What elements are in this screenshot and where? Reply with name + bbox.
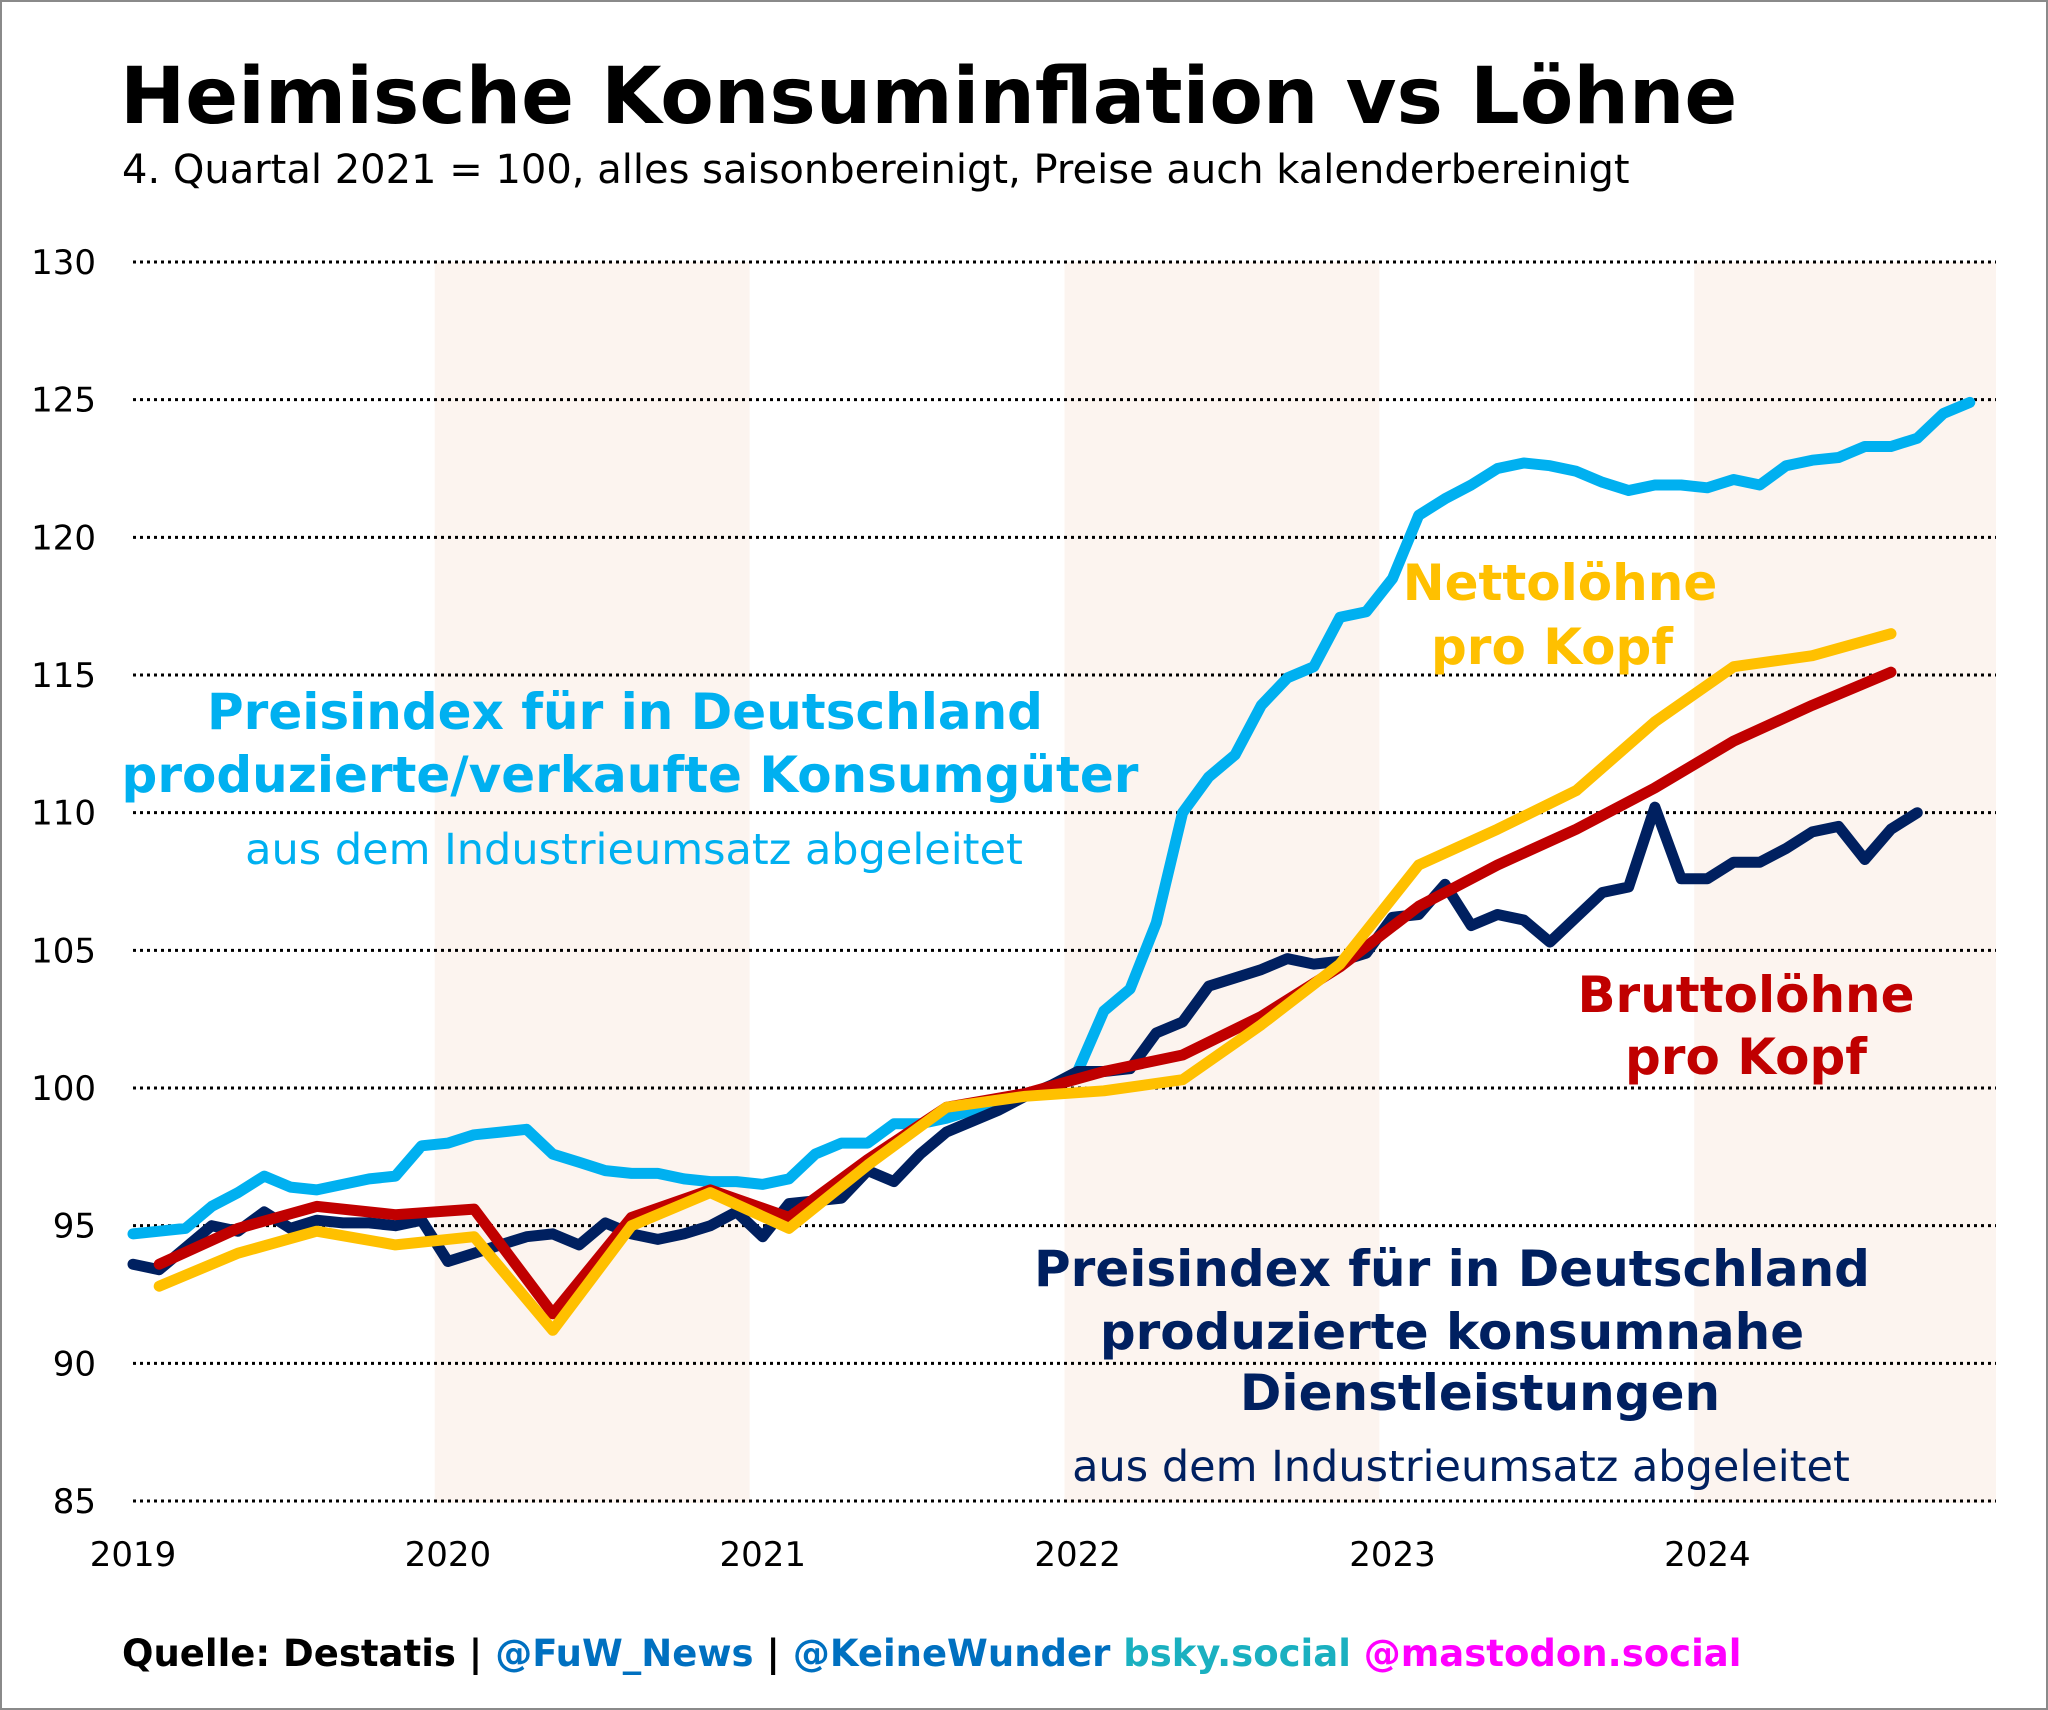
twitter-handle-fuw[interactable]: @FuW_News (495, 1632, 754, 1675)
annotation-net-wages-line2: pro Kopf (1431, 618, 1674, 676)
y-tick-label: 95 (53, 1207, 96, 1247)
x-tick-label: 2022 (1034, 1535, 1121, 1575)
annotation-consumer-goods: Preisindex für in Deutschland produziert… (122, 683, 1139, 875)
series-line-net-wages (153, 628, 1897, 1336)
y-tick-label: 110 (31, 794, 96, 834)
separator: | (753, 1632, 793, 1675)
annotation-services-line3: Dienstleistungen (1240, 1364, 1720, 1422)
shaded-year-2024 (1694, 262, 1996, 1503)
annotation-consumer-goods-line1: Preisindex für in Deutschland (207, 683, 1043, 741)
y-tick-label: 90 (53, 1344, 96, 1384)
y-tick-label: 125 (31, 381, 96, 421)
annotation-services-note: aus dem Industrieumsatz abgeleitet (1072, 1442, 1850, 1492)
annotation-net-wages: Nettolöhne pro Kopf (1403, 554, 1718, 676)
y-tick-label: 120 (31, 518, 96, 558)
y-tick-label: 130 (31, 243, 96, 283)
mastodon-link[interactable]: @mastodon.social (1350, 1632, 1742, 1675)
shaded-year-2020 (434, 262, 750, 1503)
annotation-net-wages-line1: Nettolöhne (1403, 554, 1718, 612)
x-tick-label: 2020 (405, 1535, 492, 1575)
shaded-year-2022 (1064, 262, 1380, 1503)
series-lines (127, 396, 1976, 1336)
x-tick-label: 2019 (90, 1535, 177, 1575)
year-shading (434, 262, 1996, 1503)
footer-credits: Quelle: Destatis | @FuW_News | @KeineWun… (122, 1632, 1741, 1675)
x-axis-ticks: 2019 2020 2021 2022 2023 2024 (90, 1535, 1751, 1575)
y-axis-ticks: 130 125 120 115 110 105 100 95 90 85 (31, 243, 96, 1522)
bsky-link[interactable]: bsky.social (1110, 1632, 1351, 1675)
annotation-gross-wages-line2: pro Kopf (1625, 1028, 1868, 1086)
annotation-consumer-goods-note: aus dem Industrieumsatz abgeleitet (245, 825, 1023, 875)
source-credit: Quelle: Destatis (122, 1632, 456, 1675)
annotation-services-line1: Preisindex für in Deutschland (1034, 1240, 1870, 1298)
chart-title: Heimische Konsuminflation vs Löhne (120, 52, 1738, 142)
y-tick-label: 105 (31, 931, 96, 971)
chart-subtitle: 4. Quartal 2021 = 100, alles saisonberei… (122, 147, 1630, 193)
twitter-handle-keinewunder[interactable]: @KeineWunder (792, 1632, 1111, 1675)
annotation-services: Preisindex für in Deutschland produziert… (1034, 1240, 1870, 1492)
annotation-consumer-goods-line2: produzierte/verkaufte Konsumgüter (122, 746, 1139, 804)
separator: | (455, 1632, 496, 1675)
y-tick-label: 85 (53, 1482, 96, 1522)
y-tick-label: 115 (31, 656, 96, 696)
annotation-gross-wages-line1: Bruttolöhne (1577, 966, 1914, 1024)
y-tick-label: 100 (31, 1069, 96, 1109)
x-tick-label: 2024 (1664, 1535, 1751, 1575)
x-tick-label: 2021 (719, 1535, 806, 1575)
annotation-services-line2: produzierte konsumnahe (1100, 1303, 1804, 1361)
x-tick-label: 2023 (1349, 1535, 1436, 1575)
gridlines (133, 260, 1996, 1503)
annotation-gross-wages: Bruttolöhne pro Kopf (1577, 966, 1914, 1086)
